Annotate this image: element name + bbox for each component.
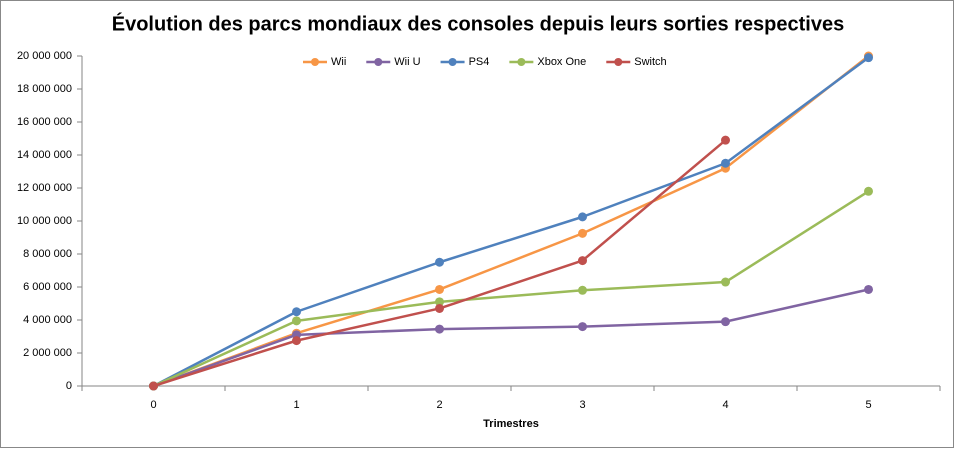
data-point (578, 212, 587, 222)
data-point (721, 135, 730, 145)
data-point (435, 257, 444, 267)
data-point (578, 285, 587, 295)
series-line (152, 190, 870, 388)
x-tick-label: 1 (293, 399, 299, 411)
x-tick-label: 3 (579, 399, 585, 411)
y-tick-label: 6 000 000 (23, 281, 72, 293)
legend-label: Wii U (394, 56, 420, 68)
data-point (435, 297, 444, 307)
x-tick-label: 0 (150, 399, 156, 411)
legend-swatch-marker (374, 58, 383, 66)
x-tick-label: 4 (722, 399, 728, 411)
data-point (578, 256, 587, 266)
data-point (864, 53, 873, 63)
data-point (578, 228, 587, 238)
data-point (864, 284, 873, 294)
legend-swatch-marker (448, 58, 457, 66)
data-point (149, 381, 158, 391)
series-line (153, 288, 869, 388)
data-point (292, 307, 301, 317)
data-point (721, 277, 730, 287)
data-point (578, 322, 587, 332)
data-point (864, 186, 873, 196)
legend-label: Xbox One (537, 56, 586, 68)
x-axis-title: Trimestres (483, 418, 539, 430)
y-tick-label: 2 000 000 (23, 347, 72, 359)
data-point (292, 336, 301, 346)
y-tick-label: 20 000 000 (17, 50, 72, 62)
legend-swatch-marker (311, 58, 319, 66)
y-tick-label: 12 000 000 (17, 182, 72, 194)
data-point (721, 317, 730, 327)
y-tick-label: 18 000 000 (17, 83, 72, 95)
series-line (153, 55, 870, 388)
legend-swatch-marker (614, 58, 623, 66)
series-line (152, 56, 870, 388)
data-point (435, 324, 444, 334)
data-point (435, 284, 444, 294)
legend-label: Wii (331, 56, 346, 68)
y-tick-label: 16 000 000 (17, 116, 72, 128)
y-tick-label: 4 000 000 (23, 314, 72, 326)
y-tick-label: 14 000 000 (17, 149, 72, 161)
data-point (721, 158, 730, 168)
legend-label: PS4 (469, 56, 490, 68)
data-point (435, 303, 444, 313)
y-tick-label: 0 (66, 380, 72, 392)
x-tick-label: 5 (865, 399, 871, 411)
chart-title: Évolution des parcs mondiaux des console… (112, 12, 844, 35)
x-tick-label: 2 (436, 399, 442, 411)
legend-swatch-marker (517, 58, 526, 66)
data-point (292, 316, 301, 326)
y-tick-label: 10 000 000 (17, 215, 72, 227)
y-tick-label: 8 000 000 (23, 248, 72, 260)
legend-label: Switch (634, 56, 666, 68)
